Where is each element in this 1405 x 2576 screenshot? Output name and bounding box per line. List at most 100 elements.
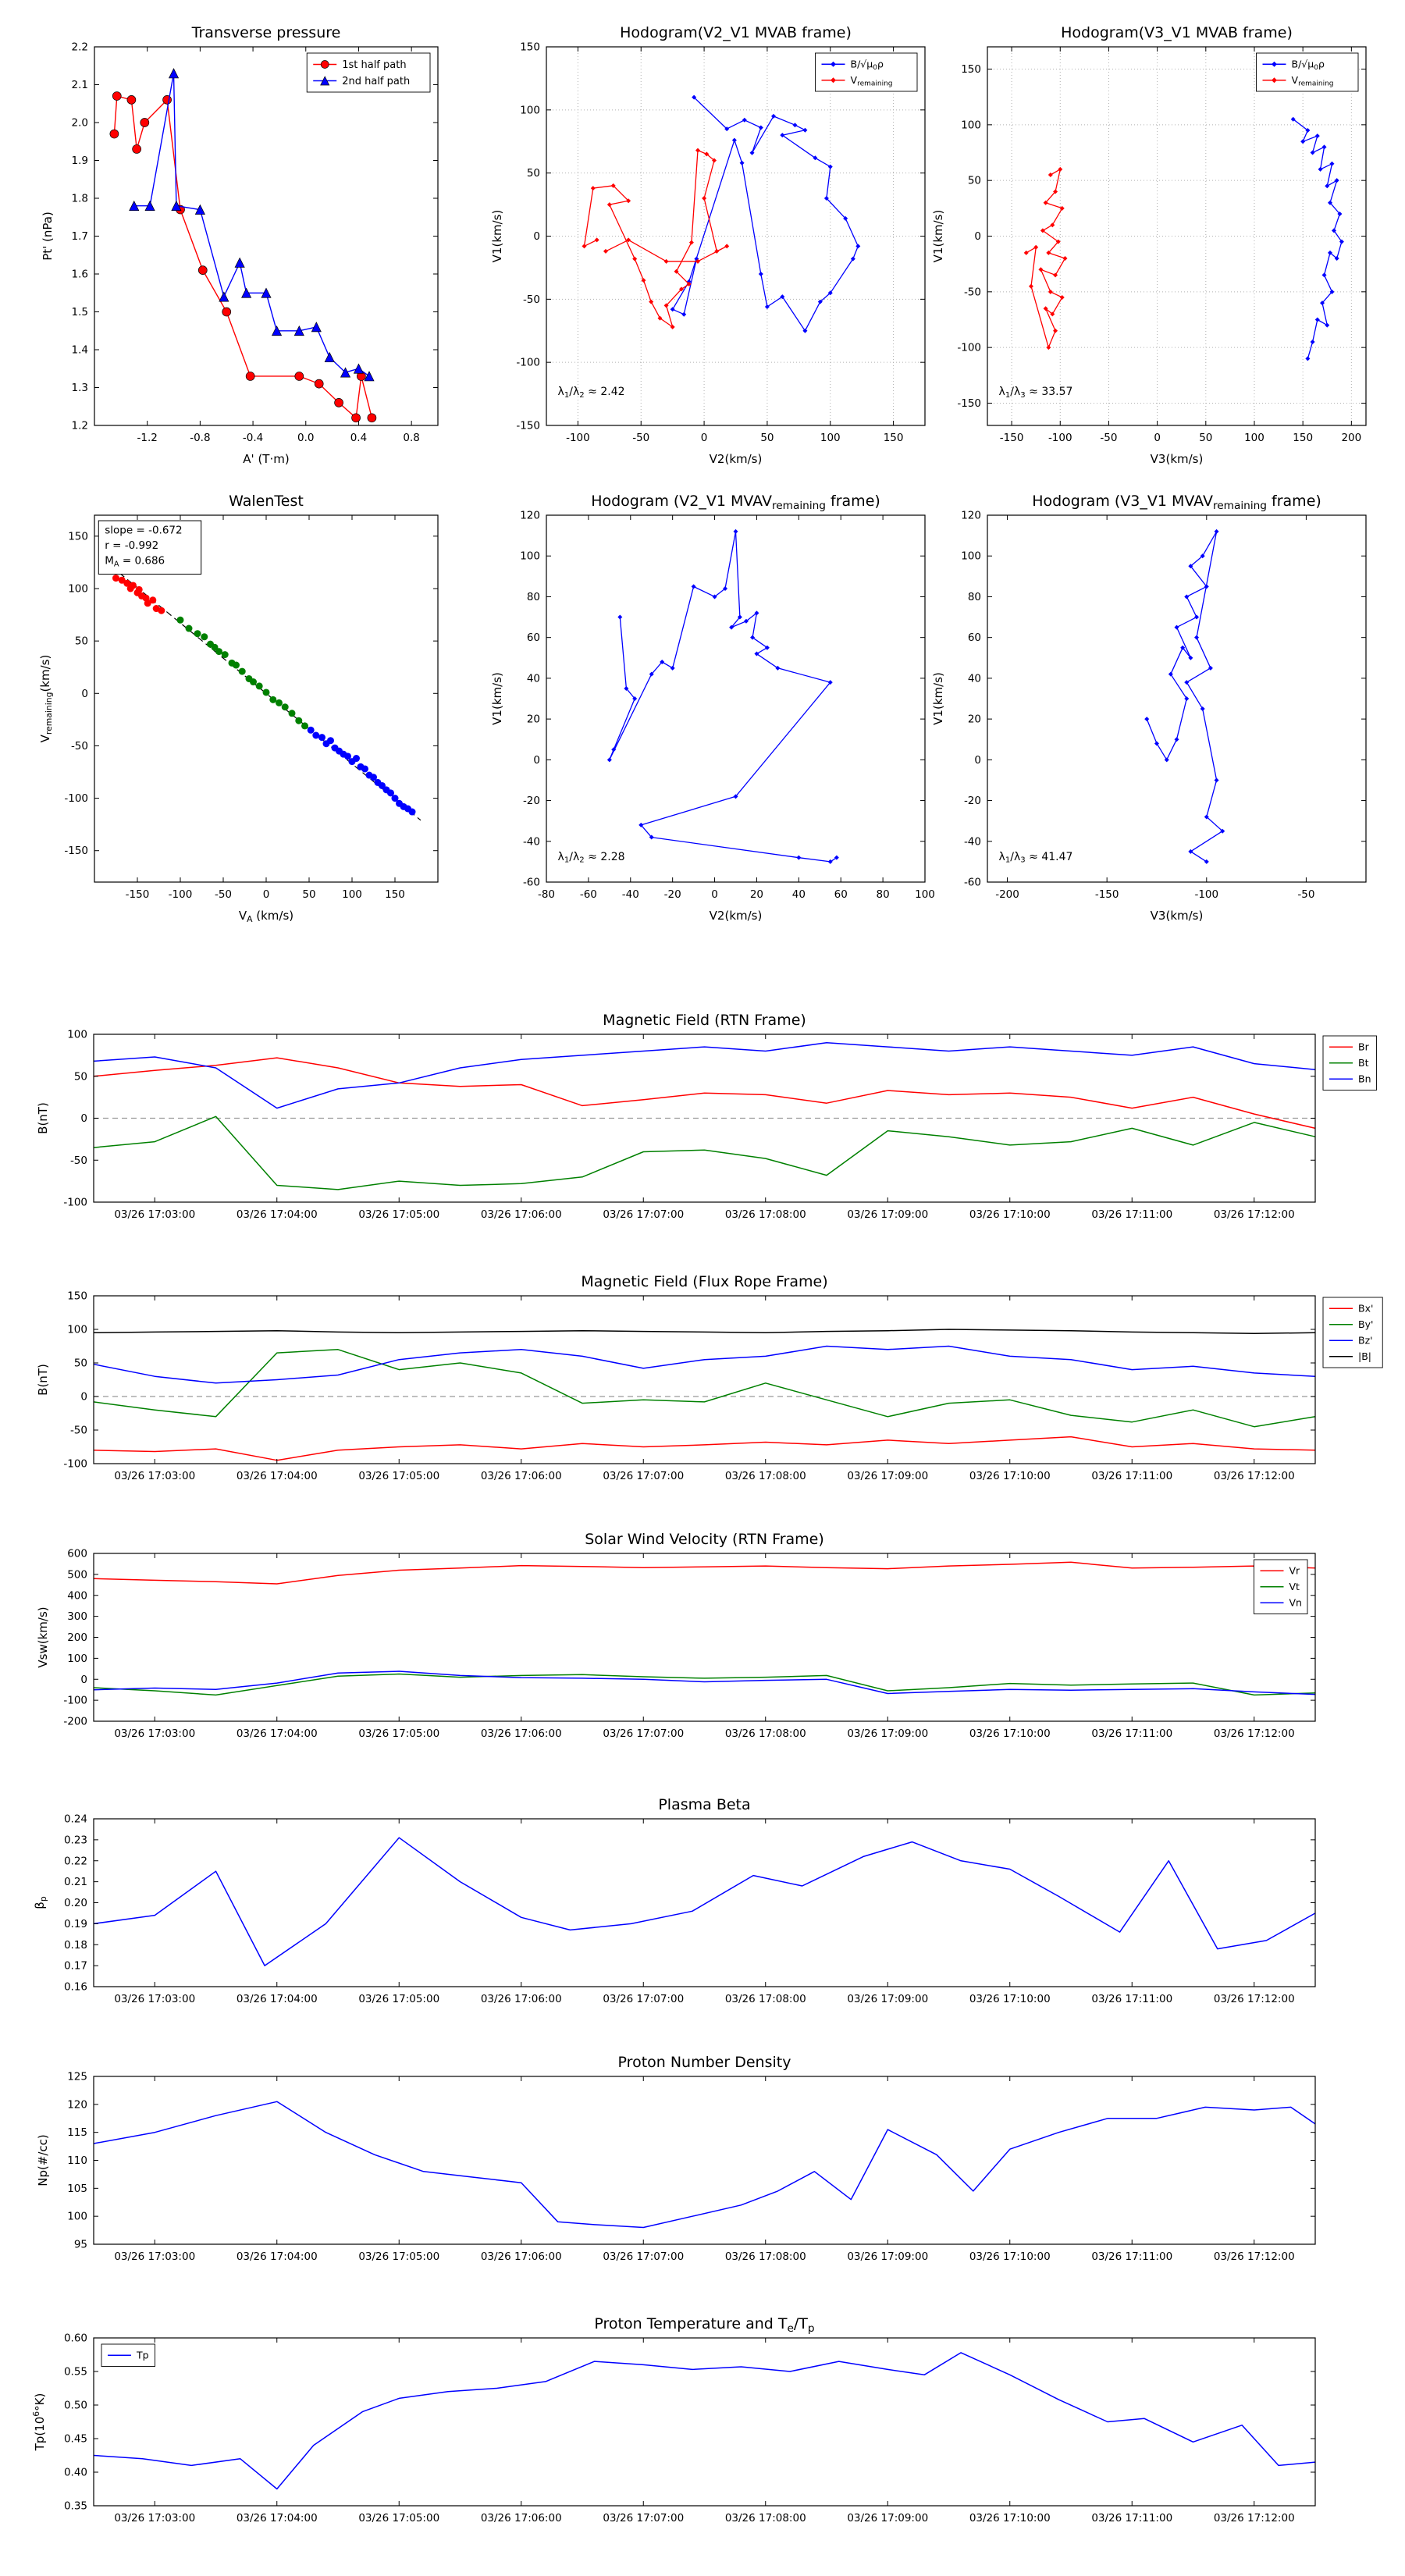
triangle-marker bbox=[171, 200, 182, 212]
circle-marker bbox=[408, 808, 416, 816]
y-tick-label: 0.50 bbox=[64, 2400, 87, 2412]
panel-plasma-beta: 03/26 17:03:00 03/26 17:04:00 03/26 17:05:… bbox=[33, 1796, 1316, 2005]
y-tick-label: -50 bbox=[70, 1155, 87, 1167]
series-br bbox=[93, 1057, 1316, 1130]
y-tick-label: 150 bbox=[68, 530, 88, 543]
circle-marker bbox=[215, 648, 222, 656]
x-tick-label: -0.4 bbox=[243, 432, 263, 444]
diamond-marker bbox=[733, 794, 738, 799]
series-vn bbox=[93, 1670, 1316, 1695]
panel-title: Proton Number Density bbox=[618, 2054, 791, 2071]
diamond-marker bbox=[817, 299, 823, 304]
y-tick-label: 0.21 bbox=[64, 1876, 87, 1888]
circle-marker bbox=[238, 667, 246, 675]
x-tick-label: 03/26 17:12:00 bbox=[1214, 2250, 1295, 2263]
diamond-marker bbox=[1305, 356, 1311, 361]
x-tick-label: -1.2 bbox=[137, 432, 158, 444]
y-tick-label: 0.24 bbox=[64, 1813, 87, 1826]
y-tick-label: 20 bbox=[968, 713, 981, 726]
panel-title: Hodogram(V2_V1 MVAB frame) bbox=[620, 24, 852, 41]
y-tick-label: 0 bbox=[80, 1674, 87, 1686]
plot-area bbox=[94, 1296, 1315, 1464]
x-tick-label: 03/26 17:05:00 bbox=[358, 1727, 439, 1740]
y-tick-label: 120 bbox=[520, 510, 540, 522]
diamond-marker bbox=[1329, 289, 1335, 294]
circle-marker bbox=[194, 630, 201, 638]
x-tick-label: 03/26 17:04:00 bbox=[237, 1470, 318, 1482]
circle-marker bbox=[185, 624, 193, 632]
plot-area bbox=[94, 1819, 1315, 1987]
y-tick-label: 1.7 bbox=[72, 230, 88, 243]
diamond-marker bbox=[681, 311, 687, 317]
y-tick-label: 100 bbox=[67, 2211, 87, 2223]
diamond-marker bbox=[1188, 849, 1193, 854]
y-tick-label: 300 bbox=[67, 1610, 87, 1623]
circle-marker bbox=[353, 755, 360, 763]
diamond-marker bbox=[638, 822, 644, 827]
x-tick-label: 03/26 17:07:00 bbox=[603, 1727, 684, 1740]
panel-walen-test: -150 -100 -50 0 50 100 150 -150 -100 -50 0 50 100 150… bbox=[38, 493, 439, 924]
circle-marker bbox=[318, 734, 325, 742]
x-tick-label: 03/26 17:08:00 bbox=[725, 2512, 806, 2524]
diamond-marker bbox=[1059, 205, 1065, 211]
x-tick-label: -50 bbox=[1297, 888, 1314, 901]
circle-marker bbox=[221, 651, 229, 659]
triangle-marker bbox=[320, 76, 330, 86]
series-np bbox=[93, 2101, 1316, 2229]
x-tick-label: -80 bbox=[538, 888, 555, 901]
x-tick-label: -100 bbox=[169, 888, 193, 901]
series-bz-prime bbox=[93, 1345, 1316, 1384]
plot-frame bbox=[93, 2337, 1316, 2507]
annotation: λ1/λ3 ≈ 33.57 bbox=[999, 386, 1073, 400]
x-tick-label: 03/26 17:10:00 bbox=[969, 2250, 1051, 2263]
y-tick-label: 400 bbox=[67, 1589, 87, 1602]
y-tick-label: 150 bbox=[961, 63, 981, 76]
circle-marker bbox=[334, 398, 343, 407]
x-tick-label: 03/26 17:06:00 bbox=[481, 1993, 562, 2005]
y-tick-label: 2.1 bbox=[72, 79, 88, 91]
diamond-marker bbox=[843, 215, 848, 221]
y-tick-label: 100 bbox=[961, 550, 981, 563]
circle-marker bbox=[301, 722, 308, 730]
diamond-marker bbox=[1331, 228, 1336, 233]
y-tick-label: -100 bbox=[957, 342, 981, 354]
plot-area bbox=[94, 2338, 1315, 2506]
y-tick-label: -20 bbox=[964, 795, 981, 807]
legend-label: B/√μ0ρ bbox=[1292, 59, 1325, 73]
panel-title: WalenTest bbox=[229, 493, 304, 510]
x-tick-label: 03/26 17:05:00 bbox=[358, 2512, 439, 2524]
diamond-marker bbox=[1184, 680, 1190, 685]
y-tick-label: 500 bbox=[67, 1568, 87, 1581]
y-axis-label: Np(#/cc) bbox=[36, 2134, 50, 2186]
diamond-marker bbox=[1040, 228, 1045, 233]
panel-title: Hodogram (V3_V1 MVAVremaining frame) bbox=[1032, 493, 1321, 512]
x-tick-label: 03/26 17:08:00 bbox=[725, 1727, 806, 1740]
x-tick-label: 0.8 bbox=[403, 432, 419, 444]
diamond-marker bbox=[1164, 757, 1169, 763]
diamond-marker bbox=[712, 594, 717, 600]
triangle-marker bbox=[353, 363, 365, 374]
diamond-marker bbox=[723, 586, 728, 591]
diamond-marker bbox=[802, 127, 808, 133]
stats-box bbox=[98, 520, 202, 575]
legend-label: |B| bbox=[1358, 1350, 1371, 1362]
y-tick-label: -50 bbox=[523, 294, 540, 306]
diamond-marker bbox=[754, 651, 759, 656]
circle-marker bbox=[387, 789, 394, 797]
x-tick-label: 03/26 17:05:00 bbox=[358, 1208, 439, 1221]
x-tick-label: 03/26 17:03:00 bbox=[114, 1208, 195, 1221]
y-tick-label: 0.16 bbox=[64, 1981, 87, 1994]
x-tick-label: 03/26 17:06:00 bbox=[481, 1727, 562, 1740]
panel-title: Magnetic Field (Flux Rope Frame) bbox=[581, 1273, 827, 1290]
circle-marker bbox=[361, 765, 368, 773]
circle-marker bbox=[140, 118, 150, 127]
circle-marker bbox=[222, 307, 232, 317]
diamond-marker bbox=[1053, 328, 1058, 333]
y-tick-label: -60 bbox=[964, 877, 981, 889]
y-tick-label: -150 bbox=[516, 420, 540, 432]
diamond-marker bbox=[1174, 624, 1179, 630]
circle-marker bbox=[158, 607, 165, 614]
diamond-marker bbox=[1033, 244, 1039, 250]
